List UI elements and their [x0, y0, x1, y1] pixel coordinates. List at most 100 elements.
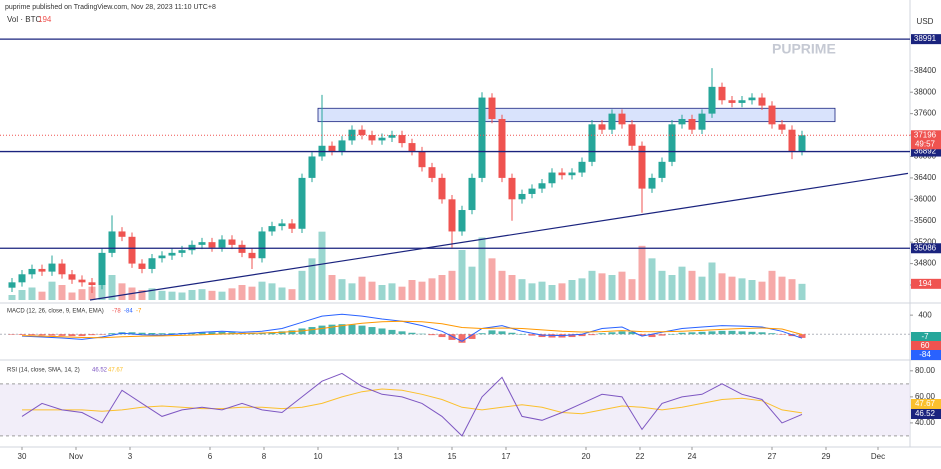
candle-body	[138, 263, 146, 269]
histogram-bar	[88, 334, 96, 336]
candle-body	[758, 97, 766, 106]
volume-bar	[98, 279, 106, 300]
histogram-bar	[798, 334, 806, 338]
histogram-bar	[428, 334, 436, 336]
candle-body	[398, 135, 406, 144]
volume-label: 194	[918, 279, 932, 288]
candle-body	[558, 172, 566, 176]
volume-bar	[38, 291, 46, 300]
histogram-bar	[138, 332, 146, 335]
histogram-bar	[588, 334, 596, 336]
histogram-bar	[288, 330, 296, 335]
histogram-bar	[518, 334, 526, 335]
volume-bar	[118, 283, 126, 300]
volume-bar	[288, 289, 296, 300]
last-price-label: 37196	[914, 130, 937, 139]
x-tick-label: 6	[208, 452, 213, 461]
y-tick-label: 37600	[914, 109, 937, 118]
candle-body	[68, 274, 76, 280]
candle-body	[338, 140, 346, 152]
volume-legend: Vol · BTC	[7, 15, 41, 24]
volume-bar	[48, 281, 56, 300]
y-tick-label: 38000	[914, 87, 937, 96]
candle-body	[98, 252, 106, 286]
candle-body	[158, 255, 166, 259]
histogram-bar	[778, 334, 786, 335]
x-tick-label: 22	[636, 452, 645, 461]
histogram-bar	[668, 334, 676, 335]
histogram-bar	[768, 333, 776, 335]
macd-legend: MACD (12, 26, close, 9, EMA, EMA)	[7, 309, 104, 315]
histogram-tag: 60	[921, 341, 930, 350]
volume-bar	[548, 285, 556, 300]
candle-body	[678, 118, 686, 125]
histogram-bar	[638, 334, 646, 336]
candle-body	[408, 143, 416, 152]
candle-body	[468, 177, 476, 211]
candle-body	[598, 124, 606, 130]
volume-bar	[508, 275, 516, 300]
candle-body	[778, 124, 786, 130]
candle-body	[698, 113, 706, 130]
volume-bar	[768, 270, 776, 300]
candle-body	[568, 172, 576, 176]
histogram-bar	[348, 324, 356, 335]
volume-bar	[488, 258, 496, 300]
candle-body	[38, 268, 46, 272]
last-price-bg	[911, 130, 941, 150]
rsi-band	[0, 383, 910, 436]
volume-label-bg	[911, 278, 941, 289]
candle-body	[268, 226, 276, 232]
y-tick-label: 40.00	[915, 418, 936, 427]
volume-bar	[268, 283, 276, 300]
histogram-bar	[568, 334, 576, 338]
histogram-bar	[748, 331, 756, 335]
histogram-bar	[438, 334, 446, 338]
volume-bar	[278, 287, 286, 300]
volume-bar	[528, 283, 536, 300]
histogram-bar	[738, 331, 746, 335]
histogram-bar	[678, 332, 686, 335]
histogram-bar	[228, 332, 236, 335]
volume-bar	[638, 245, 646, 300]
histogram-bar	[108, 333, 116, 335]
y-tick-label: 400	[918, 310, 932, 319]
x-tick-label: 17	[502, 452, 511, 461]
candle-body	[588, 124, 596, 162]
candle-body	[788, 129, 796, 152]
volume-bar	[658, 270, 666, 300]
volume-bar	[458, 250, 466, 300]
histogram-bar	[98, 334, 106, 335]
histogram-bar	[78, 334, 86, 337]
countdown: 49:57	[915, 139, 936, 148]
level-label-bg	[911, 243, 941, 254]
volume-bar	[648, 258, 656, 300]
candle-body	[668, 124, 676, 162]
y-tick-label: 38400	[914, 66, 937, 75]
volume-bar	[578, 278, 586, 300]
y-tick-label: 35200	[914, 237, 937, 246]
volume-bar	[788, 279, 796, 300]
level-label: 36892	[914, 147, 937, 156]
volume-bar	[68, 292, 76, 300]
volume-bar	[138, 290, 146, 300]
candle-body	[618, 113, 626, 125]
histogram-bar	[68, 334, 76, 337]
histogram-bar	[548, 334, 556, 338]
y-tick-label: 36400	[914, 173, 937, 182]
header: puprime published on TradingView.com, No…	[5, 4, 216, 11]
volume-bar	[568, 280, 576, 300]
candle-body	[18, 274, 26, 283]
y-tick-label: 80.00	[915, 366, 936, 375]
candle-body	[798, 135, 806, 152]
histogram-bar	[618, 331, 626, 335]
candle-body	[738, 100, 746, 103]
histogram-bar	[8, 334, 16, 335]
volume-bar	[678, 266, 686, 300]
macd-legend-value: -84	[124, 309, 133, 315]
histogram-bar	[528, 334, 536, 336]
volume-bar	[8, 295, 16, 300]
histogram-bar	[128, 332, 136, 335]
candle-body	[128, 236, 136, 264]
